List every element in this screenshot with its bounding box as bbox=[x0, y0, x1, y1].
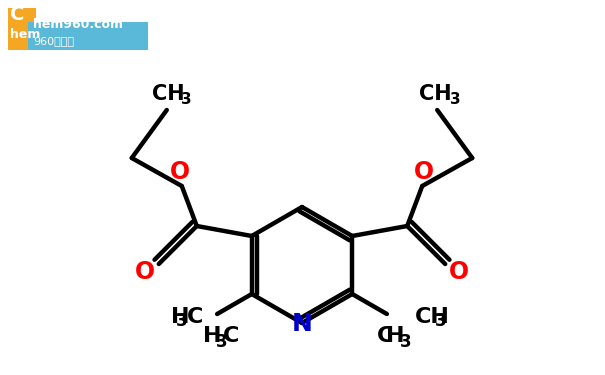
Text: 3: 3 bbox=[182, 93, 192, 108]
Polygon shape bbox=[28, 22, 148, 50]
Text: 3: 3 bbox=[450, 93, 460, 108]
Text: hem: hem bbox=[10, 28, 41, 41]
Text: 960化工网: 960化工网 bbox=[33, 36, 74, 46]
Text: 3: 3 bbox=[435, 312, 446, 330]
Text: C: C bbox=[187, 307, 203, 327]
Text: C: C bbox=[377, 326, 393, 346]
Text: H: H bbox=[203, 326, 221, 346]
Text: C: C bbox=[223, 326, 240, 346]
Text: H: H bbox=[385, 326, 404, 346]
Text: 3: 3 bbox=[175, 312, 187, 330]
Text: CH: CH bbox=[415, 307, 450, 327]
Text: C: C bbox=[10, 5, 24, 24]
Text: O: O bbox=[170, 160, 190, 184]
Text: O: O bbox=[449, 260, 469, 284]
Text: 3: 3 bbox=[217, 333, 228, 351]
Text: H: H bbox=[171, 307, 189, 327]
Text: hem960.com: hem960.com bbox=[33, 18, 123, 31]
Text: O: O bbox=[135, 260, 155, 284]
Text: 3: 3 bbox=[400, 333, 411, 351]
Text: CH: CH bbox=[152, 84, 185, 104]
Text: N: N bbox=[292, 312, 312, 336]
Text: O: O bbox=[414, 160, 434, 184]
Polygon shape bbox=[8, 8, 36, 50]
Text: CH: CH bbox=[419, 84, 451, 104]
